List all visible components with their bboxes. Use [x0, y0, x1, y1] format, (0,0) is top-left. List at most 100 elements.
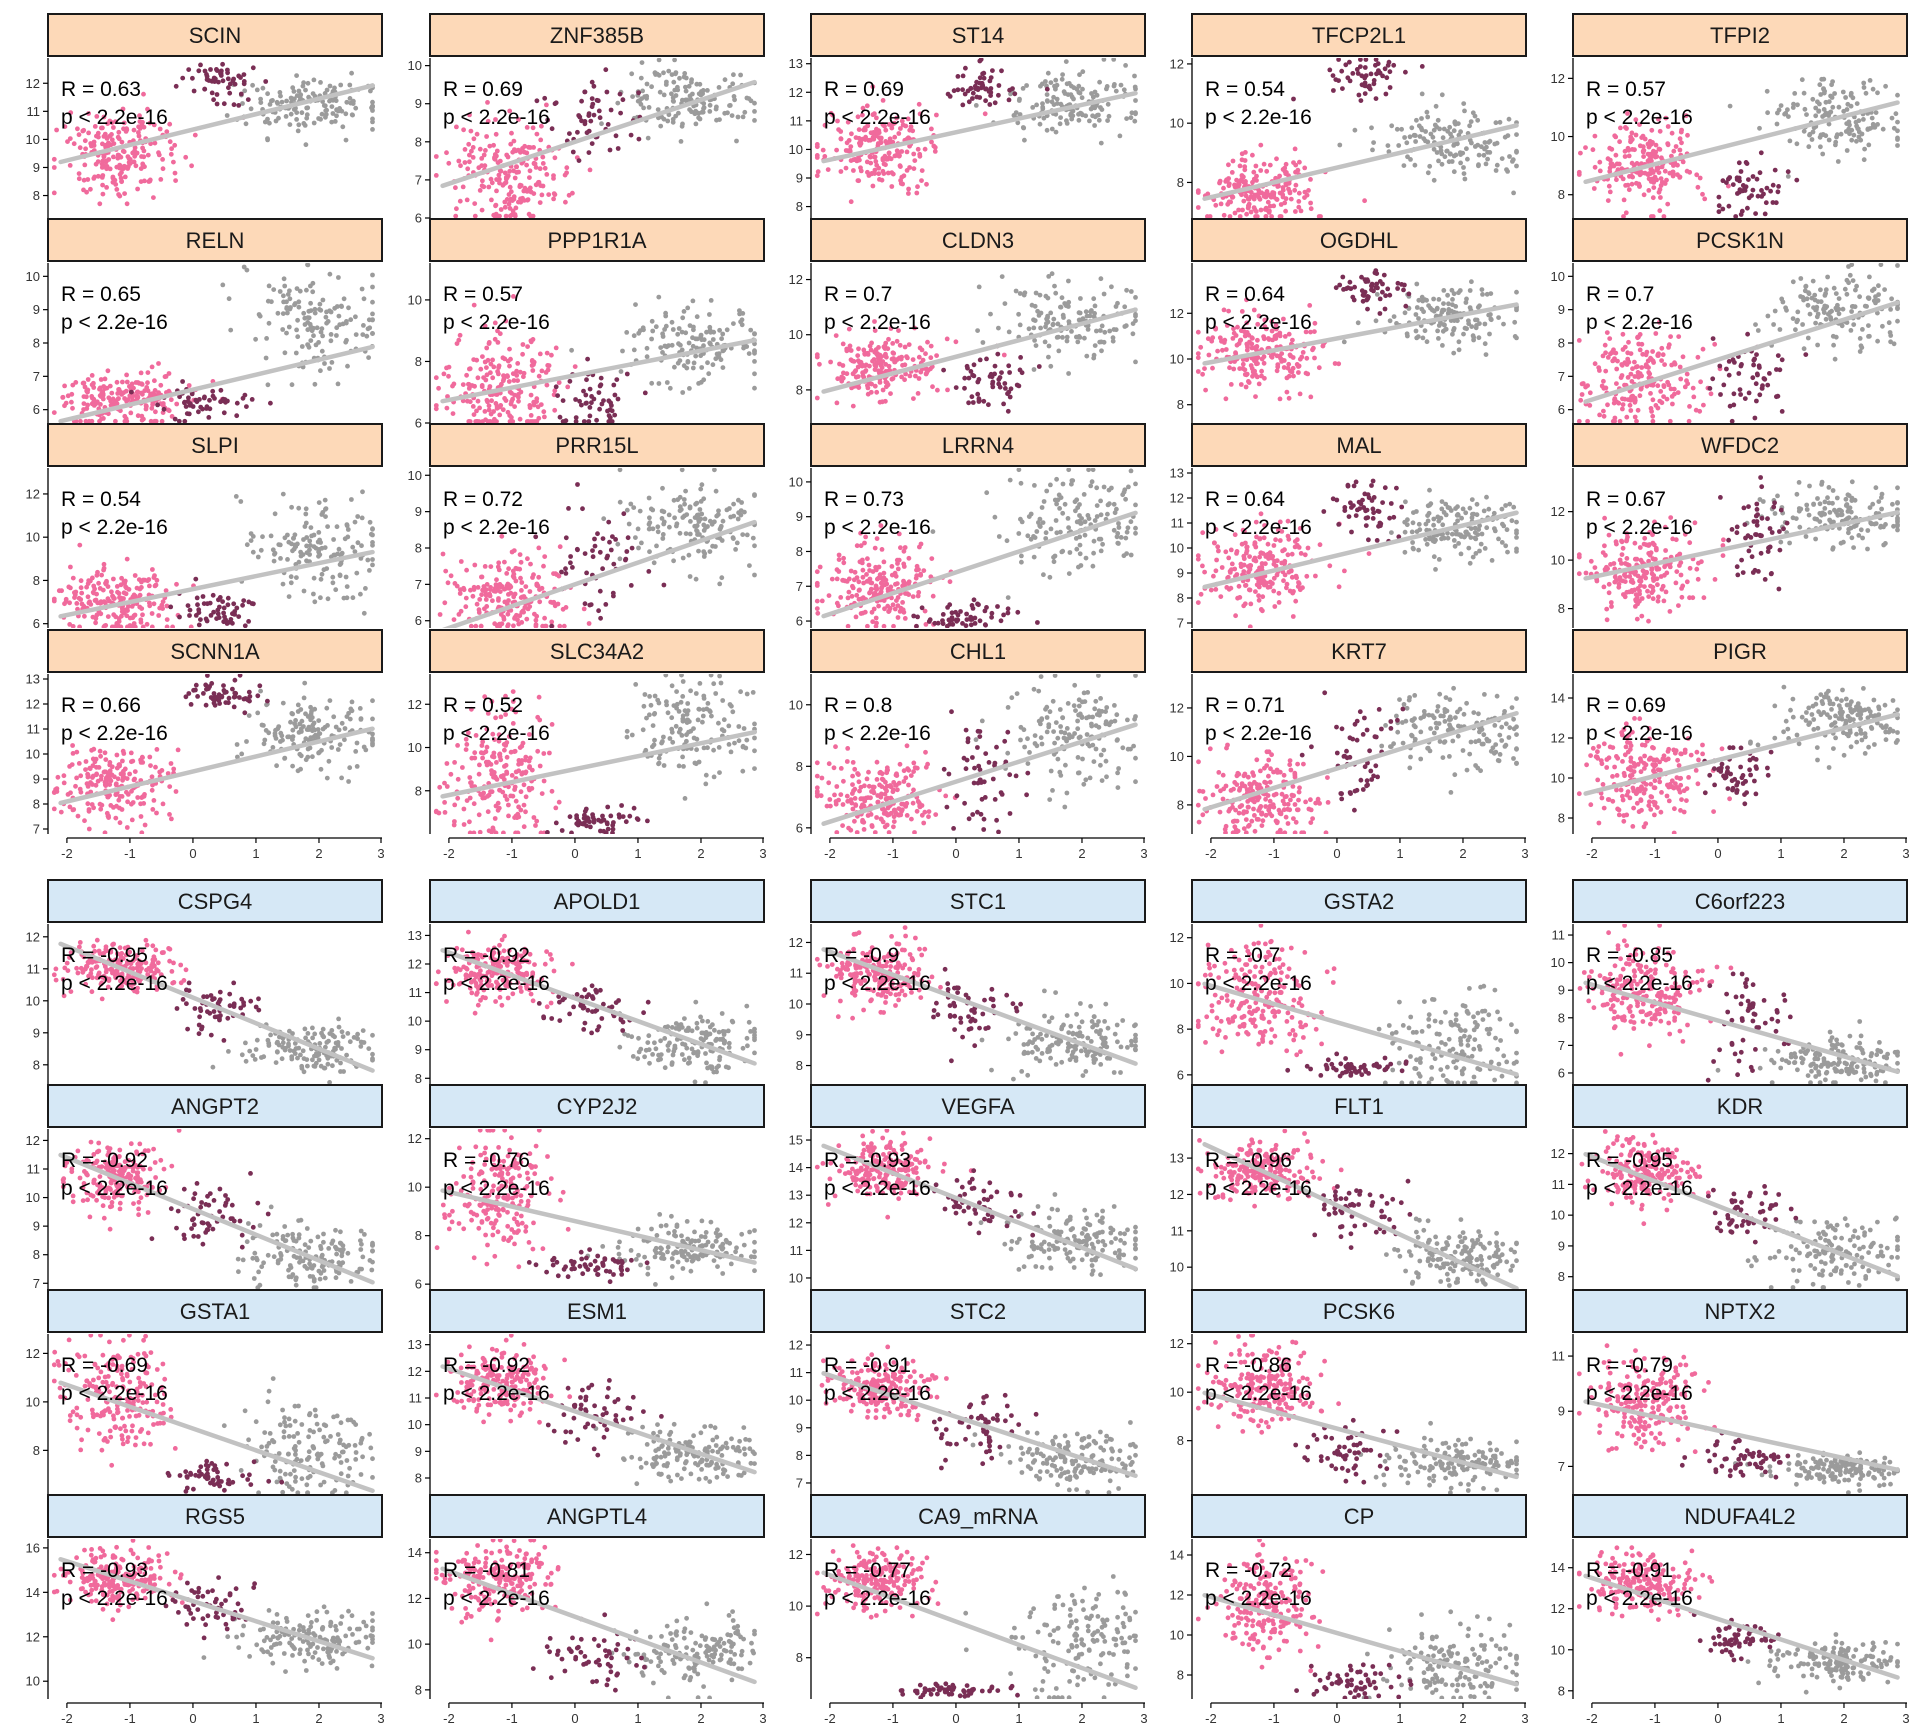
data-point-maroon: [617, 91, 623, 97]
data-point-maroon: [1730, 182, 1736, 188]
data-point-pink: [552, 388, 558, 394]
data-point-grey: [1068, 92, 1074, 97]
data-point-pink: [164, 617, 170, 622]
data-point-grey: [667, 385, 673, 391]
data-point-grey: [1109, 284, 1114, 290]
data-point-pink: [68, 585, 73, 591]
data-point-maroon: [1745, 205, 1750, 211]
data-point-pink: [888, 326, 894, 331]
data-point-grey: [1466, 321, 1472, 327]
data-point-pink: [477, 597, 483, 602]
data-point-grey: [1439, 92, 1445, 98]
data-point-pink: [1274, 326, 1279, 332]
data-point-pink: [531, 191, 537, 197]
data-point-grey: [1045, 70, 1051, 76]
data-point-maroon: [582, 89, 588, 95]
data-point-grey: [717, 327, 722, 333]
y-tick-label: 12: [1170, 306, 1184, 321]
data-point-pink: [868, 160, 874, 166]
data-point-maroon: [585, 356, 590, 362]
data-point-pink: [1242, 329, 1247, 335]
data-point-pink: [1205, 336, 1211, 342]
data-point-pink: [496, 172, 502, 178]
data-point-pink: [505, 623, 510, 628]
data-point-pink: [1667, 418, 1673, 423]
data-point-maroon: [231, 601, 237, 607]
data-point-pink: [515, 361, 521, 366]
data-point-pink: [494, 188, 499, 194]
data-point-pink: [518, 559, 524, 565]
data-point-pink: [124, 398, 129, 404]
data-point-maroon: [964, 363, 970, 369]
data-point-grey: [286, 594, 292, 599]
r-value-label: R = 0.54: [1205, 78, 1285, 101]
data-point-grey: [1895, 143, 1900, 148]
data-point-pink: [1297, 159, 1302, 165]
data-point-maroon: [1330, 73, 1336, 78]
data-point-maroon: [1345, 75, 1351, 81]
data-point-grey: [1795, 309, 1801, 315]
data-point-grey: [1419, 306, 1425, 312]
data-point-pink: [1676, 334, 1682, 339]
data-point-pink: [1316, 365, 1322, 371]
data-point-pink: [482, 564, 488, 569]
data-point-pink: [1218, 201, 1224, 207]
data-point-maroon: [1403, 69, 1408, 75]
data-point-grey: [319, 111, 325, 117]
data-point-grey: [1373, 318, 1379, 324]
data-point-pink: [109, 589, 114, 595]
data-point-maroon: [1368, 71, 1374, 77]
data-point-maroon: [250, 65, 256, 71]
data-point-grey: [1133, 318, 1138, 324]
data-point-pink: [481, 152, 487, 158]
data-point-maroon: [1001, 401, 1006, 407]
data-point-pink: [1614, 381, 1619, 386]
data-point-pink: [1220, 347, 1225, 353]
data-point-grey: [675, 87, 681, 93]
data-point-pink: [464, 567, 469, 573]
data-point-pink: [488, 176, 494, 182]
data-point-grey: [1790, 105, 1796, 110]
data-point-pink: [889, 184, 895, 189]
data-point-pink: [1228, 382, 1234, 387]
data-point-pink: [486, 184, 492, 190]
data-point-maroon: [1737, 187, 1743, 193]
y-tick-label: 10: [1551, 129, 1565, 144]
data-point-grey: [300, 83, 306, 89]
data-point-pink: [92, 124, 98, 129]
data-point-grey: [1434, 150, 1440, 155]
y-tick-label: 12: [26, 76, 40, 91]
data-point-pink: [1658, 389, 1664, 394]
data-point-maroon: [560, 398, 566, 403]
data-point-grey: [354, 570, 360, 576]
data-point-maroon: [206, 415, 212, 420]
data-point-grey: [250, 549, 256, 555]
data-point-grey: [1895, 92, 1900, 98]
data-marks: [433, 294, 757, 423]
facet-title: ST14: [952, 23, 1005, 48]
data-point-grey: [275, 310, 281, 316]
data-point-pink: [848, 144, 854, 150]
data-point-pink: [490, 357, 495, 363]
data-point-maroon: [1776, 184, 1781, 189]
data-point-pink: [563, 199, 568, 205]
data-point-pink: [1226, 199, 1232, 205]
data-point-pink: [923, 351, 928, 357]
data-point-grey: [649, 84, 654, 90]
data-point-grey: [729, 113, 735, 118]
data-point-grey: [1058, 304, 1063, 310]
data-point-pink: [1332, 361, 1338, 366]
data-point-grey: [305, 80, 311, 86]
data-point-maroon: [1726, 203, 1732, 209]
data-point-grey: [1337, 142, 1343, 148]
data-point-grey: [333, 98, 339, 104]
data-point-grey: [248, 106, 254, 112]
data-point-grey: [720, 331, 726, 337]
data-point-pink: [86, 130, 91, 136]
data-point-maroon: [1007, 370, 1012, 375]
data-point-pink: [491, 142, 496, 148]
data-point-grey: [1891, 341, 1897, 347]
data-point-maroon: [577, 114, 583, 120]
data-point-grey: [280, 581, 286, 587]
data-point-pink: [479, 156, 485, 161]
